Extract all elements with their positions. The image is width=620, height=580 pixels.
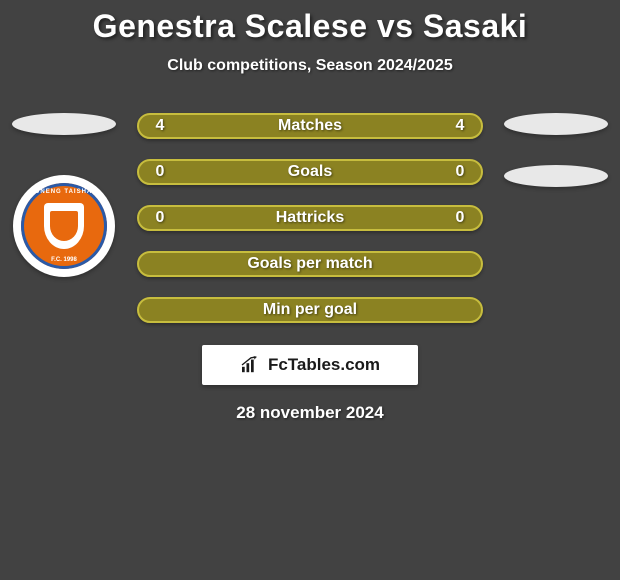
stat-value-left: 4	[153, 117, 167, 135]
stat-label: Matches	[167, 117, 453, 135]
club-badge-left: LUNENG TAISHAN F.C. 1998	[13, 175, 115, 277]
stat-label: Hattricks	[167, 209, 453, 227]
right-player-column	[501, 113, 611, 187]
player-name-pill-right-1	[504, 113, 608, 135]
stat-label: Min per goal	[167, 301, 453, 319]
player-name-pill-right-2	[504, 165, 608, 187]
badge-bottom-text: F.C. 1998	[51, 257, 77, 263]
badge-top-text: LUNENG TAISHAN	[30, 189, 97, 195]
stat-label: Goals per match	[167, 255, 453, 273]
stat-bar: 0Hattricks0	[137, 205, 483, 231]
stat-bar: Goals per match	[137, 251, 483, 277]
brand-badge[interactable]: FcTables.com	[202, 345, 418, 385]
club-badge-inner: LUNENG TAISHAN F.C. 1998	[21, 183, 107, 269]
chart-icon	[240, 356, 262, 374]
stat-label: Goals	[167, 163, 453, 181]
page-title: Genestra Scalese vs Sasaki	[0, 8, 620, 45]
badge-shield-icon	[44, 203, 84, 249]
stat-value-right: 4	[453, 117, 467, 135]
comparison-row: LUNENG TAISHAN F.C. 1998 4Matches40Goals…	[0, 113, 620, 323]
left-player-column: LUNENG TAISHAN F.C. 1998	[9, 113, 119, 277]
stat-value-left: 0	[153, 163, 167, 181]
badge-shield-inner	[50, 211, 78, 241]
page-subtitle: Club competitions, Season 2024/2025	[0, 57, 620, 75]
stat-value-left: 0	[153, 209, 167, 227]
brand-text: FcTables.com	[268, 355, 380, 375]
stats-widget: Genestra Scalese vs Sasaki Club competit…	[0, 0, 620, 423]
stats-bars: 4Matches40Goals00Hattricks0Goals per mat…	[137, 113, 483, 323]
stat-value-right: 0	[453, 209, 467, 227]
player-name-pill-left	[12, 113, 116, 135]
stat-bar: 4Matches4	[137, 113, 483, 139]
date-label: 28 november 2024	[0, 403, 620, 423]
stat-bar: 0Goals0	[137, 159, 483, 185]
stat-value-right: 0	[453, 163, 467, 181]
stat-bar: Min per goal	[137, 297, 483, 323]
